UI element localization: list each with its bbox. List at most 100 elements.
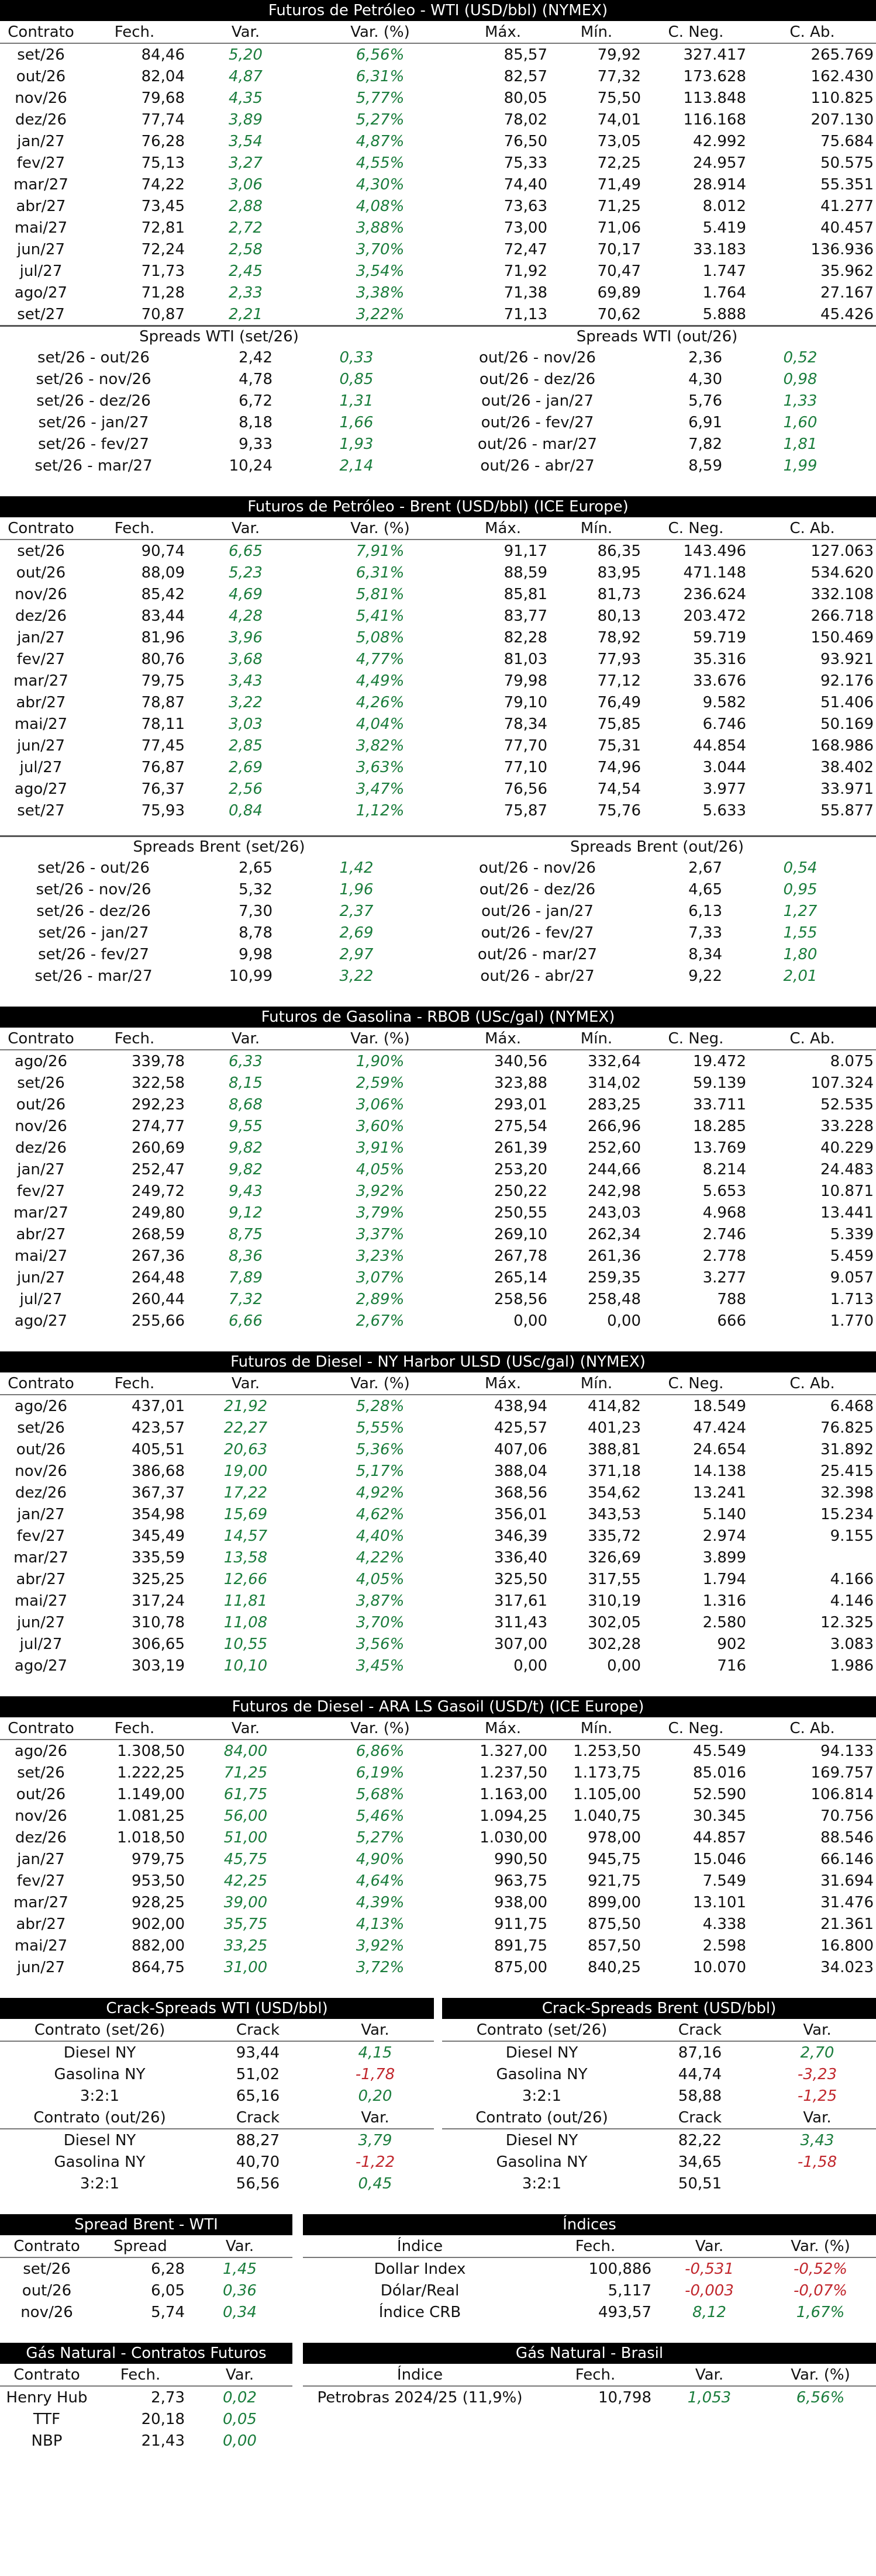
table-cell: 24.654 xyxy=(693,1440,746,1458)
table-cell: dez/26 xyxy=(15,1139,67,1157)
table-cell: set/26 xyxy=(17,1074,65,1092)
table-cell: mai/27 xyxy=(14,219,68,237)
table-cell: 21,43 xyxy=(141,2432,185,2450)
table-cell: 79,92 xyxy=(597,46,641,64)
table-cell: 70,62 xyxy=(597,305,641,323)
table-cell: 6,28 xyxy=(151,2260,185,2278)
table-cell: 83,95 xyxy=(597,563,641,582)
table-cell: 3,92% xyxy=(356,1182,405,1200)
table-cell: 253,20 xyxy=(494,1160,547,1178)
table-cell: mar/27 xyxy=(13,1204,68,1222)
table-cell: 94.133 xyxy=(820,1742,874,1760)
section-gap xyxy=(0,2323,876,2343)
table-cell: 3,54% xyxy=(356,262,405,280)
table-cell: 2.974 xyxy=(702,1527,746,1545)
table-cell: 336,40 xyxy=(494,1548,547,1567)
crack-var: 0,45 xyxy=(358,2174,392,2193)
column-header: Var. xyxy=(654,2235,765,2258)
table-cell: 33.676 xyxy=(693,672,746,690)
gas_futuros-title: Gás Natural - Contratos Futuros xyxy=(0,2343,292,2364)
table-cell: 73,00 xyxy=(503,219,547,237)
spread-var: 2,69 xyxy=(339,924,374,942)
spread-var: 1,81 xyxy=(783,435,818,453)
column-header: Máx. xyxy=(456,1372,550,1395)
table-cell: 92.176 xyxy=(820,672,874,690)
table-row: out/26 82,04 4,87 6,31% 82,57 77,32 173.628 162… xyxy=(0,65,876,87)
table-cell: 1.770 xyxy=(830,1312,874,1330)
table-cell: 242,98 xyxy=(588,1182,641,1200)
table-row: fev/27 953,50 42,25 4,64% 963,75 921,75 7.549 3… xyxy=(0,1870,876,1892)
table-cell: 371,18 xyxy=(588,1462,641,1480)
table-cell: 74,40 xyxy=(503,175,547,193)
table-cell: 50.169 xyxy=(820,715,874,733)
table-cell: 6,19% xyxy=(356,1764,405,1782)
table-cell: set/27 xyxy=(17,305,65,323)
table-cell: 83,77 xyxy=(503,607,547,625)
spread-row: set/26 - fev/27 9,33 1,93 xyxy=(0,433,438,455)
table-cell: 335,59 xyxy=(132,1548,185,1567)
table-cell: 3,45% xyxy=(356,1657,405,1675)
table-cell: 4.166 xyxy=(830,1570,874,1588)
spread-row: set/26 - fev/27 9,98 2,97 xyxy=(0,943,438,965)
table-row: fev/27 249,72 9,43 3,92% 250,22 242,98 5.653 10… xyxy=(0,1180,876,1202)
wti-title: Futuros de Petróleo - WTI (USD/bbl) (NYM… xyxy=(0,0,876,21)
crack-value: 40,70 xyxy=(236,2153,280,2171)
table-cell: 34.023 xyxy=(820,1958,874,1976)
spread-row: out/26 - dez/26 4,65 0,95 xyxy=(438,879,876,900)
table-row: set/27 70,87 2,21 3,22% 71,13 70,62 5.888 45.42… xyxy=(0,303,876,325)
table-cell: mai/27 xyxy=(14,1247,68,1265)
table-cell: 20,63 xyxy=(223,1440,268,1458)
spread-label: set/26 - jan/27 xyxy=(38,924,149,942)
table-cell: 407,06 xyxy=(494,1440,547,1458)
table-cell: 11,81 xyxy=(223,1592,268,1610)
table-cell: 1.747 xyxy=(702,262,746,280)
table-cell: ago/27 xyxy=(14,780,68,798)
table-cell: jul/27 xyxy=(19,758,63,776)
table-cell: 864,75 xyxy=(132,1958,185,1976)
column-header: Índice xyxy=(303,2235,537,2258)
table-cell: 73,05 xyxy=(597,132,641,150)
table-cell: 79,10 xyxy=(503,693,547,711)
spread-row: out/26 - jan/27 6,13 1,27 xyxy=(438,900,876,922)
table-cell: fev/27 xyxy=(16,154,65,172)
table-cell: 990,50 xyxy=(494,1850,547,1868)
table-cell: mar/27 xyxy=(13,1548,68,1567)
table-cell: 0,34 xyxy=(223,2303,257,2321)
spread-row: out/26 - abr/27 9,22 2,01 xyxy=(438,965,876,987)
wti-section: Futuros de Petróleo - WTI (USD/bbl) (NYM… xyxy=(0,0,876,325)
crack-table: Contrato (set/26) Crack Var. Diesel NY 87,16… xyxy=(442,2019,876,2107)
crack-label: Gasolina NY xyxy=(496,2065,588,2083)
table-cell: jun/27 xyxy=(16,1613,65,1631)
table-cell: 255,66 xyxy=(132,1312,185,1330)
table-cell: 72,24 xyxy=(141,240,185,258)
table-cell: 4,26% xyxy=(356,693,405,711)
table-cell: nov/26 xyxy=(15,1117,67,1135)
table-cell: 306,65 xyxy=(132,1635,185,1653)
spread-label: set/26 - fev/27 xyxy=(38,435,149,453)
column-header: Var. xyxy=(316,2107,434,2129)
brent-section: Futuros de Petróleo - Brent (USD/bbl) (I… xyxy=(0,496,876,821)
table-cell: 314,02 xyxy=(588,1074,641,1092)
table-cell: 3,87% xyxy=(356,1592,405,1610)
crack-row: Diesel NY 88,27 3,79 xyxy=(0,2129,434,2151)
table-cell: 3,68 xyxy=(229,650,263,668)
column-header: Contrato (set/26) xyxy=(0,2019,199,2042)
table-row: set/26 322,58 8,15 2,59% 323,88 314,02 59.139 1… xyxy=(0,1072,876,1094)
table-cell: 31.892 xyxy=(820,1440,874,1458)
table-cell: 322,58 xyxy=(132,1074,185,1092)
table-cell: 83,44 xyxy=(141,607,185,625)
spread-row: set/26 - jan/27 8,78 2,69 xyxy=(0,922,438,943)
table-cell: 5.419 xyxy=(702,219,746,237)
table-cell: 24.957 xyxy=(693,154,746,172)
column-header: Máx. xyxy=(456,1717,550,1740)
column-header: Máx. xyxy=(456,1028,550,1050)
table-cell: 6,31% xyxy=(356,67,405,85)
table-cell: 302,28 xyxy=(588,1635,641,1653)
column-header: Fech. xyxy=(537,2235,654,2258)
column-header: Var. xyxy=(187,1028,304,1050)
table-cell: 85,81 xyxy=(503,585,547,603)
crack-table: Contrato (out/26) Crack Var. Diesel NY 88,27… xyxy=(0,2107,434,2194)
table-cell: 3.044 xyxy=(702,758,746,776)
table-cell: 51,00 xyxy=(223,1828,268,1847)
table-cell: NBP xyxy=(31,2432,63,2450)
